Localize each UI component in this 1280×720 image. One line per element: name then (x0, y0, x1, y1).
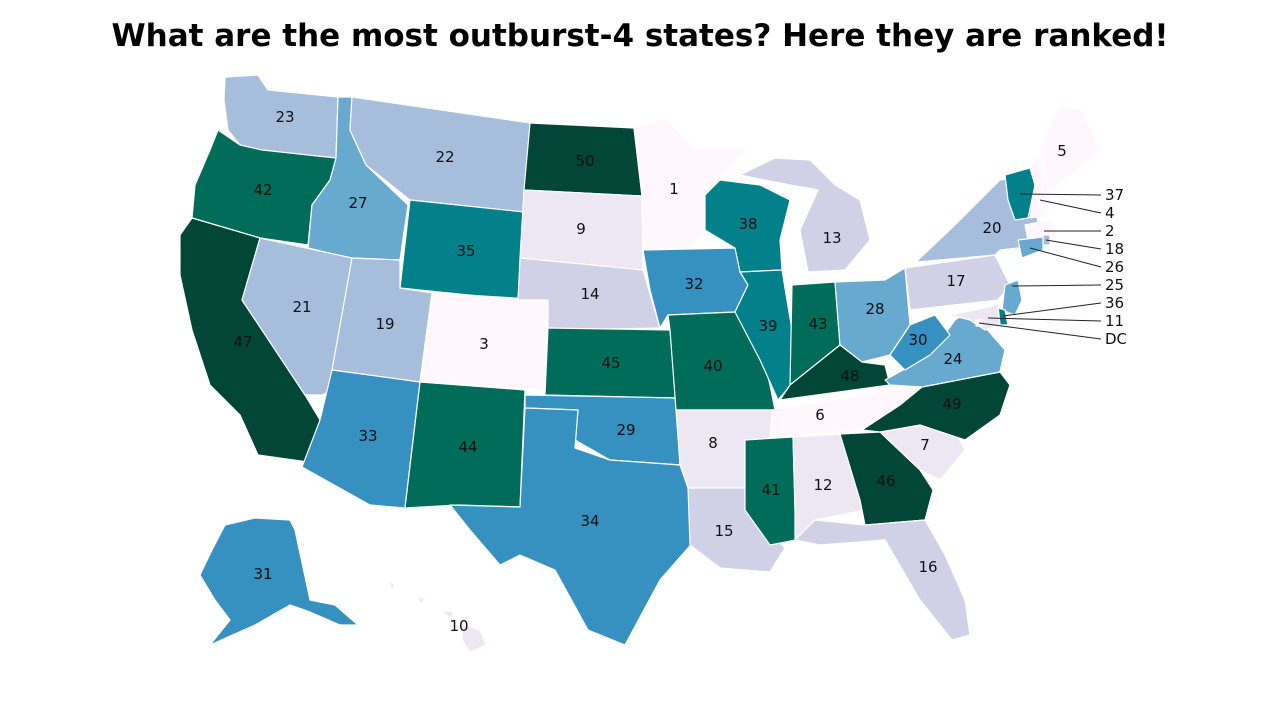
callout-leaders (978, 193, 1102, 340)
rank-label-id: 27 (348, 194, 367, 212)
state-hi (387, 579, 487, 653)
rank-label-pa: 17 (946, 272, 965, 290)
callout-label-dc: DC (1105, 330, 1127, 348)
rank-label-nd: 50 (575, 152, 594, 170)
rank-label-sd: 9 (576, 220, 586, 238)
leader-line-ct (1029, 247, 1102, 268)
state-me (1039, 104, 1101, 191)
rank-label-ms: 41 (761, 481, 780, 499)
state-nh (1029, 154, 1051, 219)
callout-label-vt: 37 (1105, 186, 1124, 204)
callout-label-md: 11 (1105, 312, 1124, 330)
rank-label-ak: 31 (253, 565, 272, 583)
callout-label-de: 36 (1105, 294, 1124, 312)
rank-label-ny: 20 (982, 219, 1001, 237)
state-mi (739, 157, 871, 273)
rank-label-ok: 29 (616, 421, 635, 439)
rank-label-in: 43 (808, 315, 827, 333)
leader-line-nj (1011, 284, 1102, 287)
state-nj (1001, 279, 1023, 316)
leader-line-md (987, 317, 1102, 322)
leader-line-dc (978, 322, 1102, 340)
rank-label-ut: 19 (375, 315, 394, 333)
rank-label-fl: 16 (918, 558, 937, 576)
callout-label-ri: 18 (1105, 240, 1124, 258)
leader-line-vt (1019, 193, 1102, 196)
rank-label-nv: 21 (292, 298, 311, 316)
rank-label-va: 24 (943, 350, 962, 368)
rank-label-ar: 8 (708, 434, 718, 452)
rank-label-ca: 47 (233, 333, 252, 351)
leader-line-ri (1045, 239, 1102, 250)
rank-label-wa: 23 (275, 108, 294, 126)
rank-label-mo: 40 (703, 357, 722, 375)
rank-label-al: 12 (813, 476, 832, 494)
states-layer (179, 74, 1101, 653)
rank-label-wv: 30 (908, 331, 927, 349)
rank-label-wi: 38 (738, 215, 757, 233)
rank-label-mt: 22 (435, 148, 454, 166)
rank-label-il: 39 (758, 317, 777, 335)
state-il (734, 269, 796, 401)
state-nc (861, 371, 1011, 441)
rank-label-az: 33 (358, 427, 377, 445)
callout-label-nh: 4 (1105, 204, 1115, 222)
state-ak (199, 517, 359, 646)
leader-line-nh (1039, 199, 1102, 214)
leader-line-de (1002, 302, 1102, 317)
state-fl (794, 519, 971, 641)
rank-labels: 2342472721223519333445091445293413240815… (233, 108, 1127, 635)
rank-label-or: 42 (253, 181, 272, 199)
rank-label-la: 15 (714, 522, 733, 540)
rank-label-nc: 49 (942, 395, 961, 413)
rank-label-ky: 48 (840, 367, 859, 385)
state-wv (889, 314, 951, 371)
rank-label-tn: 6 (815, 406, 825, 424)
state-tx (449, 407, 696, 646)
map-title: What are the most outburst-4 states? Her… (111, 18, 1169, 54)
rank-label-mn: 1 (669, 180, 679, 198)
rank-label-co: 3 (479, 335, 489, 353)
rank-label-me: 5 (1057, 142, 1067, 160)
state-ct (1017, 236, 1044, 259)
rank-label-hi: 10 (449, 617, 468, 635)
rank-label-tx: 34 (580, 512, 599, 530)
rank-label-ia: 32 (684, 275, 703, 293)
rank-label-mi: 13 (822, 229, 841, 247)
state-ky (779, 344, 891, 401)
rank-label-oh: 28 (865, 300, 884, 318)
rank-label-nm: 44 (458, 438, 477, 456)
callout-label-ct: 26 (1105, 258, 1124, 276)
callout-label-nj: 25 (1105, 276, 1124, 294)
rank-label-wy: 35 (456, 242, 475, 260)
rank-label-sc: 7 (920, 436, 930, 454)
state-wi (704, 179, 791, 273)
callout-label-ma: 2 (1105, 222, 1115, 240)
rank-label-ks: 45 (601, 354, 620, 372)
rank-label-ne: 14 (580, 285, 599, 303)
rank-label-ga: 46 (876, 472, 895, 490)
